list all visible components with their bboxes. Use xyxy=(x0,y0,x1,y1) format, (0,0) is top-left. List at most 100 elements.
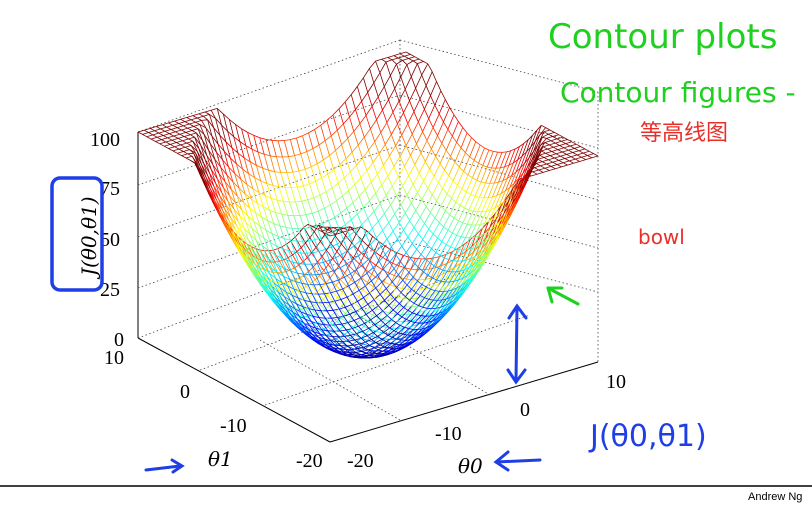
surface-mesh-segment xyxy=(336,341,342,347)
surface-mesh-segment xyxy=(524,146,532,164)
surface-mesh-segment xyxy=(377,213,385,222)
surface-mesh-segment xyxy=(438,169,445,183)
surface-mesh-segment xyxy=(543,170,550,173)
surface-mesh-segment xyxy=(207,119,213,137)
surface-mesh-segment xyxy=(270,242,276,255)
surface-mesh-segment xyxy=(466,211,474,225)
surface-mesh-segment xyxy=(208,149,215,160)
surface-mesh-segment xyxy=(438,182,444,189)
surface-mesh-segment xyxy=(454,161,460,168)
surface-mesh-segment xyxy=(258,192,264,208)
surface-mesh-segment xyxy=(245,145,253,150)
surface-mesh-segment xyxy=(268,250,274,263)
surface-mesh-segment xyxy=(235,202,242,210)
surface-mesh-segment xyxy=(500,190,506,194)
surface-mesh-segment xyxy=(338,108,344,125)
surface-mesh-segment xyxy=(356,86,362,102)
surface-mesh-segment xyxy=(467,237,475,250)
surface-mesh-segment xyxy=(370,173,378,183)
surface-mesh-segment xyxy=(296,247,302,252)
surface-mesh-segment xyxy=(380,344,385,348)
surface-mesh-segment xyxy=(360,337,366,343)
surface-mesh-segment xyxy=(216,151,222,168)
surface-mesh-segment xyxy=(488,207,496,222)
surface-mesh-segment xyxy=(245,259,251,268)
surface-mesh-segment xyxy=(493,220,501,234)
surface-mesh-segment xyxy=(245,222,253,229)
surface-mesh-segment xyxy=(277,236,283,249)
surface-mesh-segment xyxy=(589,150,594,154)
surface-mesh-segment xyxy=(442,305,448,314)
surface-mesh-segment xyxy=(400,325,405,328)
surface-mesh-segment xyxy=(236,195,242,210)
surface-mesh-segment xyxy=(350,94,356,110)
surface-mesh-segment xyxy=(540,165,546,169)
surface-mesh-segment xyxy=(360,354,365,357)
surface-mesh-segment xyxy=(180,117,187,120)
surface-mesh-segment xyxy=(351,328,357,334)
surface-mesh-segment xyxy=(436,279,442,282)
surface-mesh-segment xyxy=(210,188,216,201)
surface-mesh-segment xyxy=(361,317,369,322)
surface-mesh-segment xyxy=(436,200,442,207)
surface-mesh-segment xyxy=(362,264,368,274)
surface-mesh-segment xyxy=(300,153,306,170)
surface-mesh-segment xyxy=(254,177,260,193)
surface-mesh-segment xyxy=(417,328,423,330)
surface-mesh-segment xyxy=(402,333,408,336)
surface-mesh-segment xyxy=(397,313,403,318)
surface-mesh-segment xyxy=(351,349,357,353)
surface-mesh-segment xyxy=(455,201,461,206)
surface-mesh-segment xyxy=(170,129,176,133)
surface-mesh-segment xyxy=(479,210,487,225)
surface-mesh-segment xyxy=(225,204,233,214)
surface-mesh-segment xyxy=(378,310,384,318)
surface-mesh-segment xyxy=(434,206,442,219)
surface-mesh-segment xyxy=(298,170,304,186)
surface-mesh-segment xyxy=(219,195,227,206)
surface-mesh-segment xyxy=(446,282,453,288)
surface-mesh-segment xyxy=(342,251,348,260)
surface-mesh-segment xyxy=(337,342,343,345)
surface-mesh-segment xyxy=(177,136,185,139)
surface-mesh-segment xyxy=(289,201,295,216)
surface-mesh-segment xyxy=(390,293,396,300)
surface-mesh-segment xyxy=(341,144,347,159)
surface-mesh-segment xyxy=(445,198,452,211)
surface-mesh-segment xyxy=(397,344,404,349)
surface-mesh-segment xyxy=(244,247,250,258)
x-tick-minus20: -20 xyxy=(347,450,374,472)
surface-mesh-segment xyxy=(255,212,261,227)
surface-mesh-segment xyxy=(433,307,440,313)
surface-mesh-segment xyxy=(321,173,328,179)
surface-mesh-segment xyxy=(283,238,289,251)
surface-mesh-segment xyxy=(227,130,234,137)
surface-mesh-segment xyxy=(324,226,330,235)
surface-mesh-segment xyxy=(444,156,451,171)
surface-mesh-segment xyxy=(477,228,483,241)
surface-mesh-segment xyxy=(350,334,356,339)
surface-mesh-segment xyxy=(352,341,358,345)
surface-mesh-segment xyxy=(467,160,475,176)
surface-mesh-segment xyxy=(265,229,273,234)
surface-mesh-segment xyxy=(353,354,359,357)
surface-mesh-segment xyxy=(515,181,521,194)
surface-mesh-segment xyxy=(279,260,286,272)
surface-mesh-segment xyxy=(350,335,356,341)
surface-mesh-segment xyxy=(366,353,371,356)
surface-mesh-segment xyxy=(216,199,222,212)
surface-mesh-segment xyxy=(413,98,421,112)
surface-mesh-segment xyxy=(255,212,262,218)
surface-mesh-segment xyxy=(482,221,489,229)
green-arrow-icon xyxy=(546,286,580,306)
surface-mesh-segment xyxy=(285,227,291,241)
surface-mesh-segment xyxy=(461,287,467,294)
surface-mesh-segment xyxy=(233,136,239,154)
surface-mesh-segment xyxy=(341,138,348,145)
surface-mesh-segment xyxy=(171,138,179,141)
surface-mesh-segment xyxy=(422,228,430,240)
surface-mesh-segment xyxy=(496,180,504,196)
surface-mesh-segment xyxy=(396,195,402,205)
surface-mesh-segment xyxy=(462,127,468,134)
surface-mesh-segment xyxy=(195,121,200,125)
